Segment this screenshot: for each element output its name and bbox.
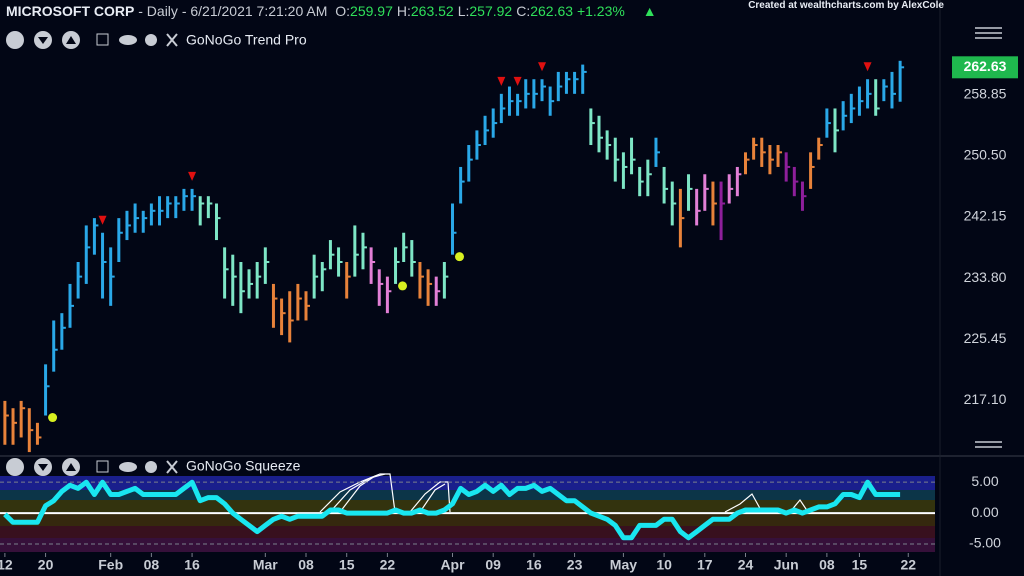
countertrend-arrow [98, 215, 107, 225]
x-tick-label: Apr [440, 557, 465, 573]
panel-title: GoNoGo Trend Pro [186, 32, 307, 48]
countertrend-arrow [513, 76, 522, 86]
x-tick-label: 24 [738, 557, 754, 573]
x-tick-label: 10 [656, 557, 672, 573]
y-tick-label: 233.80 [964, 269, 1007, 285]
x-tick-label: 16 [184, 557, 200, 573]
ohlc-key: C: [516, 3, 531, 19]
y-tick-label: 242.15 [964, 208, 1007, 224]
x-tick-label: 23 [567, 557, 583, 573]
ohlc-key: L: [457, 3, 470, 19]
x-tick-label: 08 [298, 557, 314, 573]
ohlc-value: 257.92 [469, 3, 513, 19]
x-tick-label: 16 [526, 557, 542, 573]
ohlc-key: H: [396, 3, 411, 19]
x-tick-label: 15 [339, 557, 355, 573]
panel-title: GoNoGo Squeeze [186, 458, 301, 474]
ohlc-value: 259.97 [350, 3, 393, 19]
interval: Daily [146, 3, 178, 19]
symbol: MICROSOFT CORP [6, 3, 135, 19]
last-price: 262.63 [964, 58, 1007, 74]
x-tick-label: 12 [0, 557, 13, 573]
y-tick-label: 258.85 [964, 86, 1007, 102]
panel-icons[interactable] [6, 27, 1002, 476]
trend-dot [398, 281, 408, 291]
x-tick-label: Mar [253, 557, 278, 573]
x-tick-label: 20 [38, 557, 54, 573]
squeeze-line [3, 479, 901, 541]
y-tick-label: 225.45 [964, 330, 1007, 346]
countertrend-arrow [188, 171, 197, 181]
trend-dot [48, 413, 58, 423]
countertrend-arrow [497, 76, 506, 86]
x-tick-label: 22 [380, 557, 396, 573]
y-tick-label: -5.00 [969, 535, 1001, 551]
last-price-box [952, 56, 1018, 79]
ohlc-key: O: [335, 3, 351, 19]
separator: - [138, 3, 147, 19]
up-icon: ▲ [642, 3, 657, 19]
x-tick-label: Jun [774, 557, 799, 573]
change: +1.23% [576, 3, 625, 19]
ohlc-value: 262.63 [530, 3, 574, 19]
x-tick-label: May [610, 557, 637, 573]
datetime: 6/21/2021 7:21:20 AM [190, 3, 328, 19]
x-tick-label: 22 [900, 557, 916, 573]
separator: - [181, 3, 191, 19]
x-tick-label: 08 [144, 557, 160, 573]
y-tick-label: 217.10 [964, 391, 1007, 407]
countertrend-arrow [538, 62, 547, 72]
countertrend-arrow [863, 62, 872, 72]
x-tick-label: 17 [697, 557, 713, 573]
ohlc-value: 263.52 [410, 3, 454, 19]
x-tick-label: 09 [485, 557, 501, 573]
x-tick-label: 15 [852, 557, 868, 573]
x-tick-label: 08 [819, 557, 835, 573]
ohlc: O:259.97 H:263.52 L:257.92 C:262.63 [331, 3, 573, 19]
squeeze-overlay [319, 473, 809, 513]
y-tick-label: 5.00 [971, 473, 998, 489]
trend-dot [455, 252, 465, 262]
header: MICROSOFT CORP - Daily - 6/21/2021 7:21:… [6, 3, 657, 19]
x-tick-label: Feb [98, 557, 123, 573]
y-tick-label: 0.00 [971, 504, 998, 520]
credit: Created at wealthcharts.com by AlexCole [748, 0, 944, 11]
y-tick-label: 250.50 [964, 147, 1007, 163]
